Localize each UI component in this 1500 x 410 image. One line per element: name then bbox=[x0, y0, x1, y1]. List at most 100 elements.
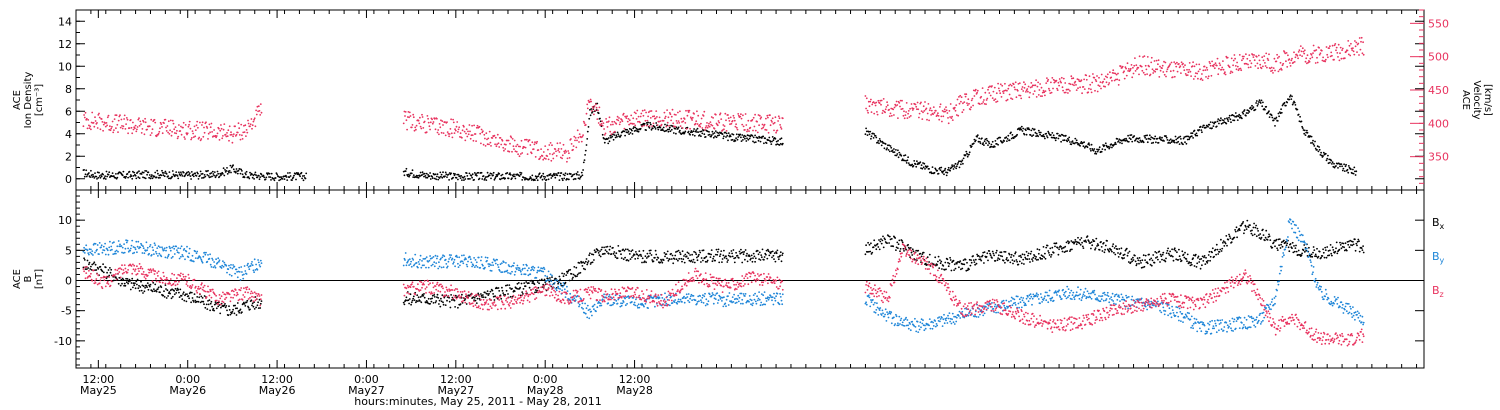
data-point bbox=[1018, 94, 1020, 97]
data-point bbox=[609, 245, 612, 248]
data-point bbox=[1130, 258, 1133, 261]
data-point bbox=[730, 250, 733, 252]
data-point bbox=[771, 136, 774, 138]
data-point bbox=[1028, 128, 1031, 131]
data-point bbox=[220, 124, 222, 126]
data-point bbox=[776, 143, 779, 146]
data-point bbox=[1190, 75, 1192, 77]
data-point bbox=[1162, 71, 1165, 73]
data-point bbox=[231, 310, 234, 313]
data-point bbox=[775, 140, 778, 143]
data-point bbox=[1312, 143, 1315, 146]
data-point bbox=[746, 260, 749, 263]
data-point bbox=[1264, 239, 1266, 242]
data-point bbox=[1210, 74, 1213, 77]
data-point bbox=[593, 249, 596, 252]
data-point bbox=[1329, 45, 1331, 48]
data-point bbox=[1309, 57, 1312, 60]
data-point bbox=[120, 118, 123, 121]
data-point bbox=[1316, 149, 1318, 151]
data-point bbox=[1052, 87, 1054, 90]
data-point bbox=[687, 252, 690, 255]
data-point bbox=[1255, 100, 1258, 102]
data-point bbox=[1113, 251, 1115, 254]
data-point bbox=[712, 117, 714, 119]
data-point bbox=[970, 261, 973, 264]
data-point bbox=[970, 106, 972, 109]
data-point bbox=[581, 265, 584, 267]
data-point bbox=[140, 173, 143, 175]
data-point bbox=[192, 175, 195, 178]
data-point bbox=[535, 177, 538, 180]
data-point bbox=[994, 260, 997, 262]
data-point bbox=[518, 155, 521, 158]
data-point bbox=[606, 245, 609, 248]
data-point bbox=[733, 261, 736, 264]
data-point bbox=[1311, 255, 1314, 258]
data-point bbox=[724, 112, 727, 115]
data-point bbox=[498, 146, 501, 148]
data-point bbox=[1073, 142, 1076, 145]
data-point bbox=[665, 129, 668, 132]
data-point bbox=[448, 135, 450, 138]
data-point bbox=[1339, 165, 1341, 168]
data-point bbox=[226, 309, 228, 312]
data-point bbox=[639, 121, 641, 124]
data-point bbox=[427, 121, 430, 124]
data-point bbox=[937, 172, 940, 175]
data-point bbox=[1016, 89, 1019, 92]
data-point bbox=[165, 288, 167, 290]
data-point bbox=[626, 115, 628, 117]
data-point bbox=[1169, 138, 1172, 141]
data-point bbox=[756, 250, 759, 252]
data-point bbox=[134, 248, 137, 251]
data-point bbox=[1311, 142, 1314, 144]
data-point bbox=[1264, 236, 1267, 239]
data-point bbox=[1206, 262, 1209, 264]
data-point bbox=[1274, 245, 1276, 248]
data-point bbox=[650, 254, 653, 256]
data-point bbox=[486, 292, 488, 295]
data-point bbox=[722, 137, 725, 140]
data-point bbox=[570, 143, 573, 145]
data-point bbox=[235, 133, 238, 136]
data-point bbox=[1022, 127, 1025, 130]
data-point bbox=[113, 279, 115, 282]
data-point bbox=[444, 171, 447, 174]
data-point bbox=[920, 110, 923, 112]
data-point bbox=[138, 170, 140, 173]
data-point bbox=[1209, 259, 1211, 262]
data-point bbox=[102, 263, 104, 266]
data-point bbox=[1202, 69, 1205, 72]
data-point bbox=[1317, 255, 1320, 258]
data-point bbox=[878, 239, 880, 241]
data-point bbox=[987, 144, 989, 147]
data-point bbox=[1109, 146, 1111, 149]
data-point bbox=[225, 170, 228, 172]
data-point bbox=[568, 157, 571, 159]
data-point bbox=[997, 143, 999, 146]
data-point bbox=[1285, 52, 1288, 54]
data-point bbox=[529, 144, 532, 146]
data-point bbox=[1112, 69, 1115, 72]
data-point bbox=[1298, 49, 1301, 52]
data-point bbox=[1100, 241, 1102, 243]
data-point bbox=[942, 115, 945, 118]
data-point bbox=[616, 135, 618, 138]
data-point bbox=[889, 112, 892, 115]
data-point bbox=[1311, 56, 1314, 59]
data-point bbox=[449, 127, 452, 130]
data-point bbox=[163, 290, 165, 293]
data-point bbox=[947, 122, 950, 125]
data-point bbox=[286, 179, 289, 182]
data-point bbox=[610, 253, 613, 255]
data-point bbox=[612, 123, 614, 126]
data-point bbox=[951, 165, 954, 168]
data-point bbox=[215, 135, 218, 137]
data-point bbox=[973, 95, 976, 97]
data-point bbox=[662, 259, 665, 261]
data-point bbox=[1214, 62, 1217, 65]
data-point bbox=[1341, 49, 1343, 51]
data-point bbox=[1008, 93, 1011, 96]
data-point bbox=[1046, 244, 1049, 247]
